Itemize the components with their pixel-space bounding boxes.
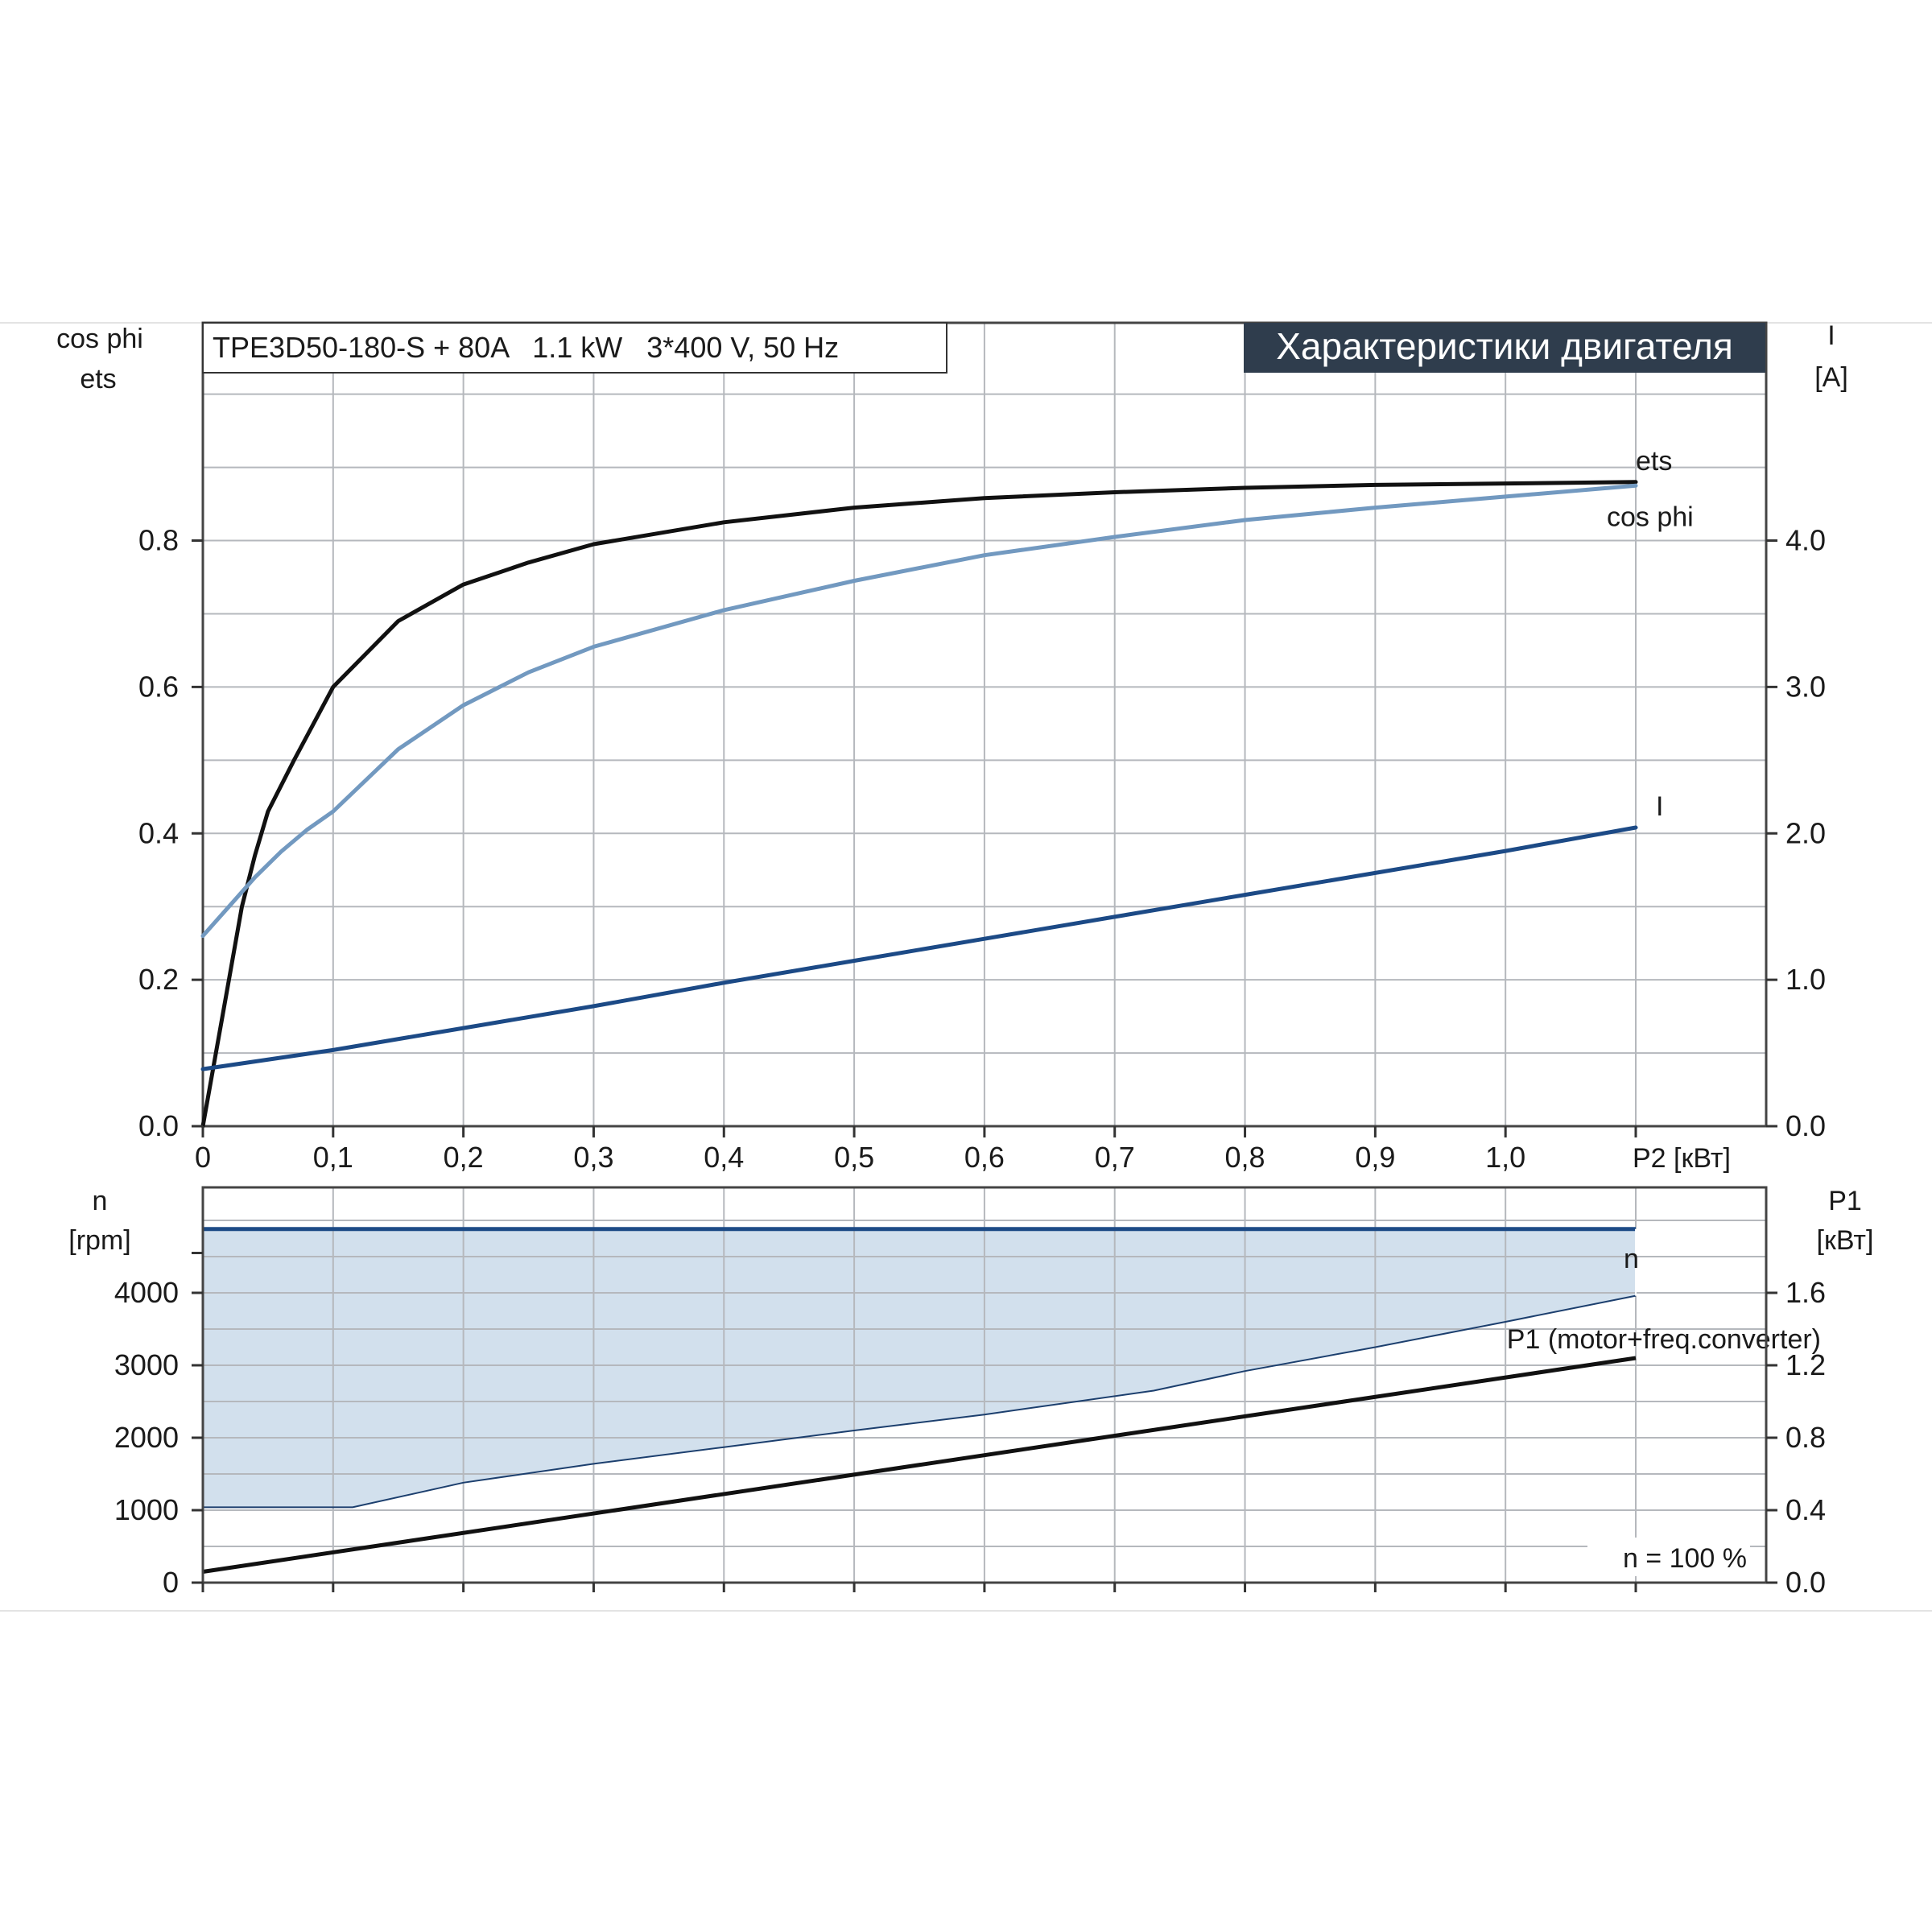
- left-y-tick-label: 0.0: [138, 1109, 179, 1142]
- right-y-tick-label: 0.0: [1785, 1109, 1826, 1142]
- bottom-plot-grid: [203, 1187, 1766, 1583]
- series-p1-label: P1 (motor+freq.converter): [1507, 1324, 1821, 1355]
- series-ets-line: [200, 480, 1638, 1129]
- series-i-line: [200, 825, 1638, 1071]
- x-tick-label: 0,1: [313, 1141, 353, 1174]
- top-plot-curves: ets cos phi I: [200, 446, 1694, 1129]
- series-p1-line: [202, 1356, 1637, 1574]
- x-tick-label: 0: [195, 1141, 211, 1174]
- bottom-left-y-tick-label: 0: [163, 1566, 179, 1599]
- bottom-left-y-tick-label: 4000: [114, 1276, 179, 1309]
- series-ets-label: ets: [1636, 446, 1672, 477]
- operating-area-boundary-line: [203, 1294, 1637, 1509]
- bottom-left-axis-label-n: n: [93, 1186, 108, 1216]
- top-plot-grid: [203, 323, 1766, 1126]
- bottom-plot-curves: n P1 (motor+freq.converter): [202, 1227, 1821, 1574]
- right-y-tick-label: 3.0: [1785, 670, 1826, 703]
- left-y-tick-label: 0.4: [138, 816, 179, 849]
- top-plot-ticks: 0 0,1 0,2 0,3 0,4 0,5 0,6 0,7 0,8 0,9 1,0 0.0 0.2 0.4…: [138, 524, 1826, 1174]
- bottom-right-y-tick-label: 0.8: [1785, 1421, 1826, 1454]
- right-y-tick-label: 4.0: [1785, 524, 1826, 557]
- series-n-label: n: [1624, 1244, 1639, 1274]
- speed-annotation: n = 100 %: [1623, 1543, 1747, 1574]
- bottom-right-y-tick-label: 0.0: [1785, 1566, 1826, 1599]
- x-tick-label: 1,0: [1485, 1141, 1525, 1174]
- bottom-left-y-tick-label: 2000: [114, 1421, 179, 1454]
- bottom-left-y-tick-label: 1000: [114, 1493, 179, 1526]
- left-axis-label-cosphi: cos phi: [56, 324, 143, 354]
- bottom-plot-ticks: 0 1000 2000 3000 4000 0.0 0.4 0.8 1.2 1.6: [114, 1252, 1826, 1599]
- left-y-tick-label: 0.6: [138, 670, 179, 703]
- left-axis-label-ets: ets: [80, 364, 116, 394]
- right-y-tick-label: 1.0: [1785, 963, 1826, 996]
- series-cos-phi-label: cos phi: [1607, 502, 1694, 532]
- right-y-tick-label: 2.0: [1785, 816, 1826, 849]
- bottom-right-y-tick-label: 1.2: [1785, 1348, 1826, 1381]
- left-y-tick-label: 0.2: [138, 963, 179, 996]
- x-tick-label: 0,3: [573, 1141, 613, 1174]
- banner-title: Характеристики двигателя: [1276, 325, 1733, 367]
- x-tick-label: 0,9: [1355, 1141, 1395, 1174]
- x-axis-label: P2 [кВт]: [1633, 1143, 1731, 1174]
- bottom-left-y-tick-label: 3000: [114, 1348, 179, 1381]
- x-tick-label: 0,7: [1095, 1141, 1135, 1174]
- banner-box: [1244, 323, 1765, 373]
- bottom-right-y-tick-label: 1.6: [1785, 1276, 1826, 1309]
- right-axis-label-i: I: [1827, 320, 1835, 351]
- x-tick-label: 0,2: [444, 1141, 484, 1174]
- x-tick-label: 0,4: [704, 1141, 744, 1174]
- series-i-label: I: [1656, 791, 1663, 822]
- model-title-box: [202, 322, 947, 374]
- bottom-left-axis-label-rpm: [rpm]: [68, 1225, 130, 1256]
- speed-annotation-bg: [1587, 1538, 1750, 1576]
- model-title: TPE3D50-180-S + 80A 1.1 kW 3*400 V, 50 H…: [213, 331, 839, 364]
- x-tick-label: 0,6: [964, 1141, 1005, 1174]
- left-y-tick-label: 0.8: [138, 524, 179, 557]
- right-axis-label-a: [A]: [1814, 362, 1848, 393]
- bottom-right-y-tick-label: 0.4: [1785, 1493, 1826, 1526]
- x-tick-label: 0,5: [834, 1141, 874, 1174]
- bottom-right-axis-label-p1: P1: [1828, 1186, 1862, 1216]
- bottom-right-axis-label-kw: [кВт]: [1817, 1225, 1874, 1256]
- x-tick-label: 0,8: [1225, 1141, 1265, 1174]
- series-cos-phi-line: [200, 483, 1638, 939]
